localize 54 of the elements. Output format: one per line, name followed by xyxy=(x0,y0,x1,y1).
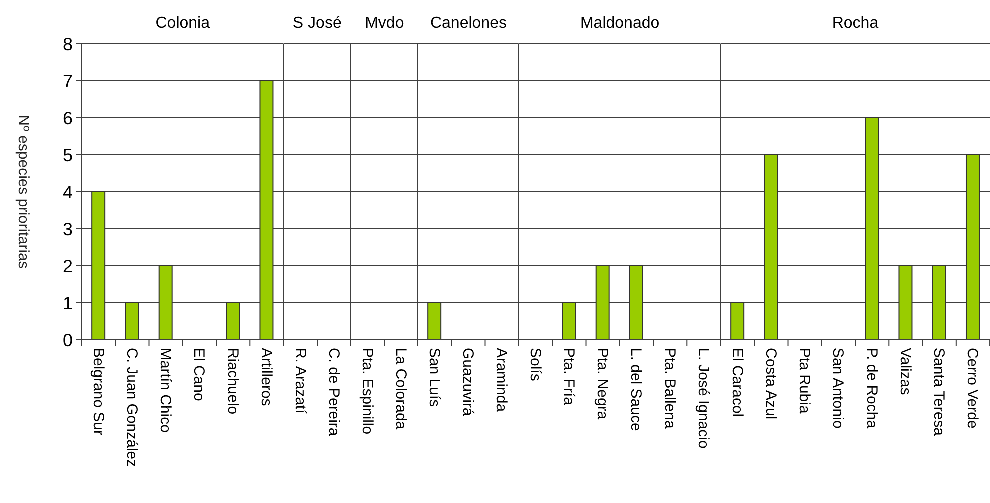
y-tick-label: 1 xyxy=(62,293,73,314)
x-tick-label: San Antonio xyxy=(830,348,848,429)
bar xyxy=(158,266,173,340)
y-tick-label: 7 xyxy=(62,71,73,92)
x-tick-label: Solís xyxy=(527,348,544,382)
y-tick-label: 6 xyxy=(62,108,73,128)
chart-title: S José xyxy=(292,15,342,32)
x-tick-label: Santa Teresa xyxy=(931,348,948,437)
x-tick-label: San Luís xyxy=(426,348,444,408)
y-tick-label: 0 xyxy=(62,330,73,350)
bar xyxy=(932,266,946,340)
y-axis-title: Nº especies prioritarias xyxy=(16,115,32,269)
y-tick-label: 5 xyxy=(62,145,73,166)
bar xyxy=(125,302,140,340)
y-tick-label: 3 xyxy=(62,219,73,240)
bar xyxy=(730,302,745,340)
x-tick-label: La Colorada xyxy=(392,348,410,430)
x-tick-label: Pta. Fría xyxy=(561,348,578,406)
bar xyxy=(260,80,274,340)
x-tick-label: Pta. Negra xyxy=(594,348,612,420)
x-tick-label: Riachuelo xyxy=(224,348,242,415)
x-tick-label: L. del Sauce xyxy=(628,348,646,432)
bar xyxy=(966,154,980,340)
x-tick-label: Costa Azul xyxy=(762,348,780,420)
y-tick-label: 2 xyxy=(62,256,73,276)
bar xyxy=(898,266,913,340)
x-tick-label: Pta Rubia xyxy=(796,348,814,414)
chart-title: Maldonado xyxy=(580,15,660,32)
x-tick-label: P. de Rocha xyxy=(864,348,881,430)
x-tick-label: L. José Ignacio xyxy=(696,348,713,449)
x-tick-label: C. de Pereira xyxy=(326,348,343,437)
x-tick-label: Valizas xyxy=(897,348,914,396)
x-tick-label: Martín Chico xyxy=(158,348,175,433)
x-tick-label: Pta. Espinillo xyxy=(359,348,376,435)
x-tick-label: El Cano xyxy=(191,348,208,402)
chart-title: Colonia xyxy=(156,15,210,32)
x-tick-label: Guazuvirá xyxy=(460,348,478,417)
bar xyxy=(764,154,778,340)
y-tick-label: 8 xyxy=(62,34,73,54)
bar xyxy=(92,192,106,340)
x-tick-label: C. Juan González xyxy=(124,348,141,468)
x-tick-label: R. Arazatí xyxy=(292,348,310,415)
bar xyxy=(865,118,880,340)
chart-title: Rocha xyxy=(832,15,879,32)
x-tick-label: Pta. Ballena xyxy=(662,348,679,430)
chart-title: Mvdo xyxy=(365,15,404,32)
x-tick-label: Artilleros xyxy=(258,348,276,406)
x-tick-label: El Caracol xyxy=(729,348,746,418)
bar xyxy=(226,302,240,340)
x-tick-label: Cerro Verde xyxy=(964,348,982,429)
chart-title: Canelones xyxy=(430,15,507,32)
x-tick-label: Belgrano Sur xyxy=(90,348,108,436)
x-tick-label: Araminda xyxy=(494,348,511,413)
y-tick-label: 4 xyxy=(62,182,73,202)
